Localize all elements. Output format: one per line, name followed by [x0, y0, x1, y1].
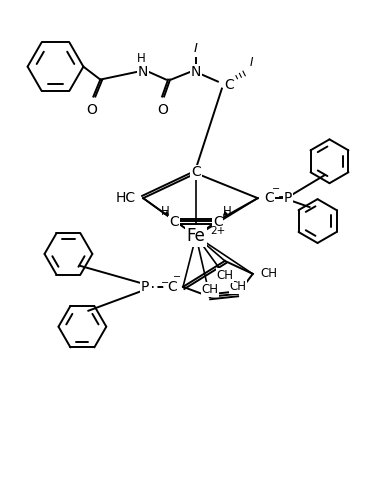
- Text: N: N: [191, 65, 201, 79]
- Text: C: C: [224, 78, 233, 91]
- Text: CH: CH: [261, 267, 278, 280]
- Text: C: C: [265, 191, 274, 205]
- Text: Fe: Fe: [186, 227, 205, 245]
- Text: C: C: [265, 191, 274, 205]
- Text: 2+: 2+: [210, 226, 225, 236]
- Text: C: C: [167, 280, 177, 294]
- Text: C: C: [169, 215, 179, 229]
- Text: HC: HC: [116, 191, 136, 205]
- Text: H: H: [161, 205, 169, 217]
- Text: P: P: [283, 191, 292, 205]
- Text: −: −: [173, 272, 181, 282]
- Text: C: C: [167, 280, 177, 294]
- Text: −: −: [272, 184, 280, 194]
- Text: C: C: [213, 215, 223, 229]
- Text: I: I: [250, 56, 253, 68]
- Text: −: −: [278, 192, 287, 202]
- Text: −: −: [161, 278, 169, 288]
- Text: O: O: [158, 103, 169, 116]
- Text: I: I: [194, 42, 198, 55]
- Text: CH: CH: [216, 269, 233, 282]
- Text: P: P: [141, 280, 149, 294]
- Text: O: O: [86, 103, 97, 116]
- Text: CH: CH: [229, 280, 246, 293]
- Text: C: C: [191, 165, 201, 179]
- Text: H: H: [137, 52, 146, 65]
- Text: H: H: [222, 205, 231, 217]
- Text: CH: CH: [201, 283, 218, 296]
- Text: N: N: [138, 65, 148, 79]
